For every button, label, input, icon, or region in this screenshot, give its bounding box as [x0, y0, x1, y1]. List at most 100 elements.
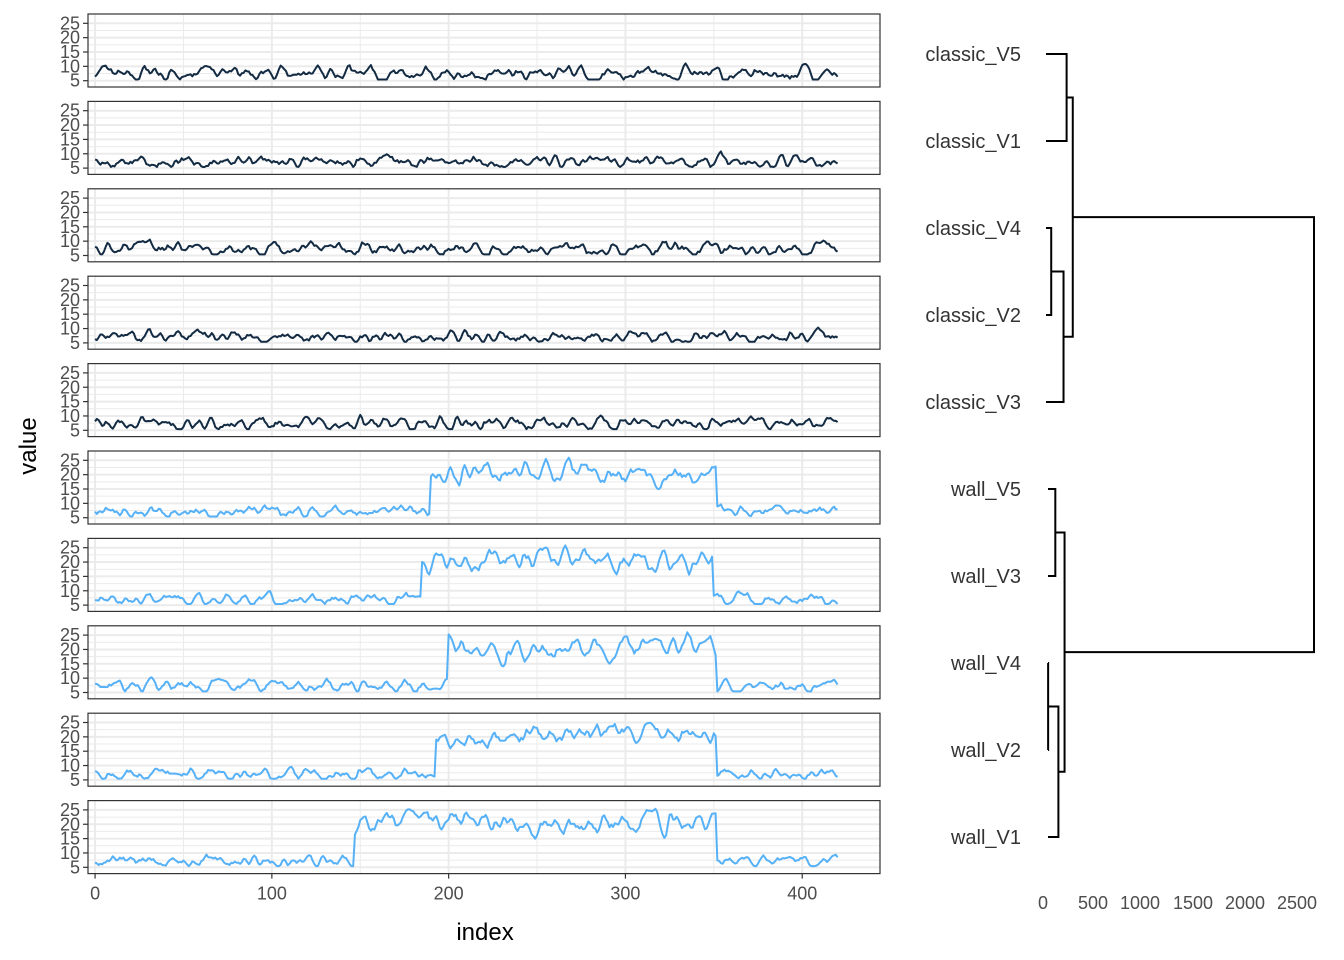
leaf-label-wall_V4: wall_V4 — [950, 653, 1021, 675]
y-tick-label: 15 — [60, 129, 80, 149]
dendrogram-branch-5 — [1048, 488, 1057, 577]
series-line-7 — [94, 544, 839, 605]
dendrogram-leaf-labels: classic_V5 classic_V1 classic_V4 classic_V2… — [925, 44, 1021, 849]
dendrogram-branch-9 — [1064, 216, 1315, 654]
y-tick-label: 15 — [60, 829, 80, 849]
y-tick-label: 10 — [60, 319, 80, 339]
leaf-label-classic_V1: classic_V1 — [925, 131, 1021, 153]
series-line-9 — [94, 721, 839, 780]
y-tick-label: 20 — [60, 465, 80, 485]
y-tick-label: 5 — [70, 420, 80, 440]
y-tick-label: 25 — [60, 800, 80, 820]
x-tick-label: 100 — [257, 884, 287, 904]
series-line-1 — [94, 62, 839, 81]
y-tick-label: 5 — [70, 508, 80, 528]
leaf-label-classic_V5: classic_V5 — [925, 44, 1021, 66]
leaf-label-wall_V2: wall_V2 — [950, 740, 1021, 762]
series-line-5 — [94, 413, 839, 431]
y-tick-label: 20 — [60, 202, 80, 222]
y-tick-label: 25 — [60, 13, 80, 33]
y-tick-label: 10 — [60, 493, 80, 513]
y-tick-label: 5 — [70, 683, 80, 703]
panel-border — [87, 363, 881, 438]
dendrogram-tick-label: 2500 — [1277, 893, 1317, 913]
y-tick-label: 10 — [60, 231, 80, 251]
y-tick-label: 25 — [60, 363, 80, 383]
y-tick-label: 25 — [60, 188, 80, 208]
leaf-label-wall_V3: wall_V3 — [950, 566, 1021, 588]
leaf-label-classic_V4: classic_V4 — [925, 218, 1021, 240]
dendrogram-tick-label: 2000 — [1225, 893, 1265, 913]
dendrogram-branch-7 — [1048, 705, 1060, 838]
dendrogram-tick-label: 0 — [1038, 893, 1048, 913]
dendrogram-branch-8 — [1055, 531, 1066, 773]
panel-border — [87, 537, 881, 613]
y-tick-label: 5 — [70, 158, 80, 178]
y-tick-label: 20 — [60, 115, 80, 135]
panel-border — [87, 450, 881, 525]
dendrogram — [1046, 53, 1315, 838]
x-axis-title: index — [456, 919, 513, 946]
y-tick-label: 15 — [60, 217, 80, 237]
y-tick-label: 25 — [60, 276, 80, 296]
panel-border — [87, 799, 881, 875]
y-tick-label: 15 — [60, 566, 80, 586]
series-line-2 — [94, 150, 839, 168]
x-tick-label: 300 — [610, 884, 640, 904]
dendrogram-tick-label: 500 — [1078, 893, 1108, 913]
series-line-6 — [94, 456, 838, 518]
series-line-3 — [94, 238, 839, 256]
series-line-10 — [94, 807, 839, 868]
series-line-8 — [94, 631, 839, 693]
y-tick-label: 15 — [60, 741, 80, 761]
dendrogram-branch-1 — [1046, 53, 1068, 142]
y-tick-label: 10 — [60, 756, 80, 776]
y-tick-label: 5 — [70, 857, 80, 877]
y-tick-label: 20 — [60, 727, 80, 747]
y-tick-label: 5 — [70, 770, 80, 790]
leaf-label-wall_V5: wall_V5 — [950, 479, 1021, 501]
y-tick-label: 15 — [60, 654, 80, 674]
leaf-label-classic_V2: classic_V2 — [925, 305, 1021, 327]
y-axis-title: value — [15, 417, 42, 474]
facet-panels: 5101520255101520255101520255101520255101… — [60, 13, 881, 877]
leaf-label-classic_V3: classic_V3 — [925, 392, 1021, 414]
y-tick-label: 5 — [70, 246, 80, 266]
y-tick-label: 20 — [60, 639, 80, 659]
x-axis: 0 100 200 300 400 — [90, 873, 817, 904]
y-tick-label: 25 — [60, 625, 80, 645]
y-tick-label: 20 — [60, 814, 80, 834]
y-tick-label: 15 — [60, 392, 80, 412]
panel-border — [87, 275, 881, 350]
y-tick-label: 15 — [60, 42, 80, 62]
panel-border — [87, 188, 881, 263]
y-tick-label: 25 — [60, 713, 80, 733]
dendrogram-tick-label: 1500 — [1173, 893, 1213, 913]
y-tick-label: 5 — [70, 595, 80, 615]
panel-border — [87, 625, 881, 700]
x-tick-label: 0 — [90, 884, 100, 904]
y-tick-label: 20 — [60, 377, 80, 397]
y-tick-label: 25 — [60, 101, 80, 121]
x-tick-label: 400 — [787, 884, 817, 904]
y-tick-label: 10 — [60, 56, 80, 76]
dendrogram-branch-3 — [1046, 270, 1065, 403]
y-tick-label: 5 — [70, 333, 80, 353]
y-tick-label: 20 — [60, 28, 80, 48]
y-tick-label: 20 — [60, 290, 80, 310]
dendrogram-x-axis: 0 500 1000 1500 2000 2500 — [1038, 893, 1317, 913]
y-tick-label: 25 — [60, 450, 80, 470]
panel-border — [87, 712, 881, 787]
y-tick-label: 15 — [60, 479, 80, 499]
series-line-4 — [94, 326, 839, 343]
y-tick-label: 25 — [60, 538, 80, 558]
panel-border — [87, 13, 881, 88]
